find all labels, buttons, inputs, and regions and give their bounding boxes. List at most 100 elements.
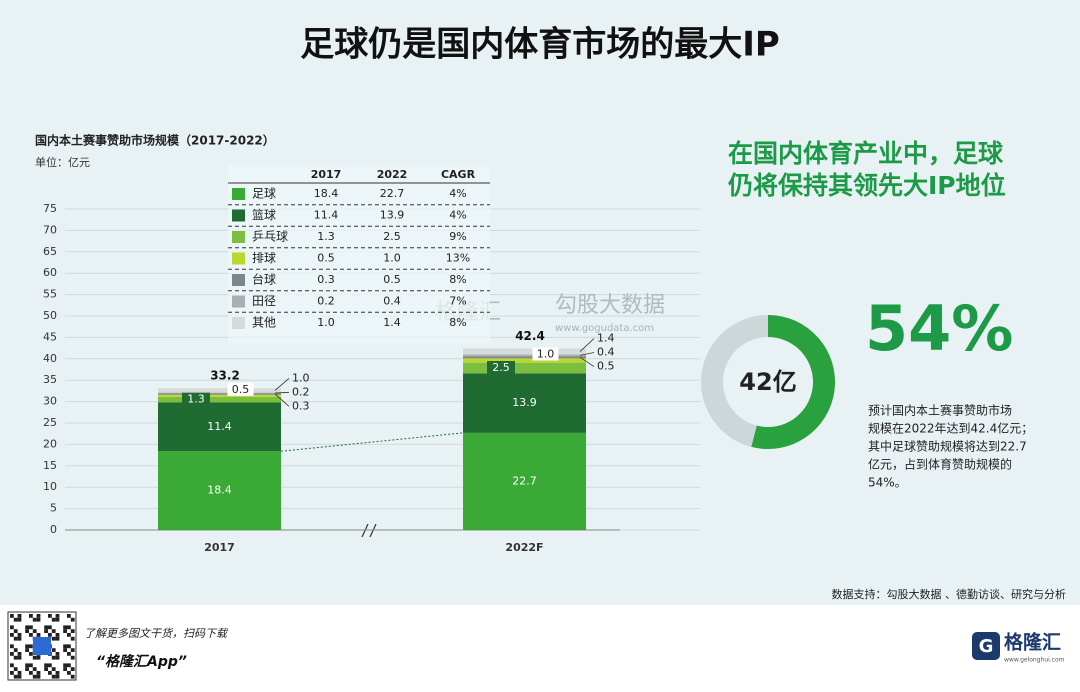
qr-cell — [10, 633, 14, 637]
legend-swatch — [232, 231, 245, 243]
watermark: 勾股大数据 — [555, 293, 665, 318]
data-label: 0.5 — [232, 383, 250, 396]
callout-line: 仍将保持其领先大IP地位 — [728, 171, 1006, 200]
legend-label: 台球 — [252, 272, 276, 287]
qr-cell — [44, 629, 48, 633]
bar-segment — [158, 392, 281, 394]
label-box — [487, 361, 515, 376]
bar-segment — [158, 396, 281, 403]
qr-cell — [48, 663, 52, 668]
footer-band — [0, 605, 1080, 688]
qr-cell — [51, 617, 56, 622]
qr-cell — [67, 614, 71, 618]
x-tick-label: 2017 — [204, 541, 235, 554]
data-label: 1.0 — [537, 348, 555, 361]
bar-segment — [158, 451, 281, 530]
table-cell: 18.4 — [314, 187, 339, 200]
qr-cell — [17, 652, 22, 656]
table-cell: 8% — [449, 316, 466, 329]
qr-cell — [25, 663, 29, 668]
y-tick-label: 25 — [43, 416, 57, 429]
legend-label: 篮球 — [252, 207, 276, 222]
qr-cell — [48, 633, 52, 637]
qr-cell — [17, 655, 22, 660]
table-cell: 2.5 — [383, 230, 401, 243]
table-cell: 0.2 — [317, 295, 335, 308]
donut-percent: 54% — [865, 292, 1013, 365]
donut-center-label: 42亿 — [739, 368, 796, 396]
logo-url: www.gelonghui.com — [1004, 657, 1065, 664]
data-label: 2.5 — [492, 361, 510, 374]
qr-cell — [63, 629, 67, 633]
watermark: www.gogudata.com — [555, 323, 654, 334]
qr-cell — [13, 648, 18, 652]
legend-swatch — [232, 295, 245, 308]
bar-segment — [463, 348, 586, 355]
table-header: 2022 — [377, 168, 408, 181]
table-cell: 0.5 — [317, 252, 335, 265]
qr-cell — [29, 614, 33, 618]
y-tick-label: 50 — [43, 309, 57, 322]
qr-cell — [55, 617, 60, 622]
description-line: 亿元，占到体育赞助规模的 — [868, 457, 1012, 472]
qr-cell — [67, 644, 71, 649]
data-label: 0.4 — [597, 346, 615, 359]
qr-cell — [25, 629, 29, 633]
qr-cell — [70, 629, 75, 633]
legend-label: 乒乓球 — [252, 230, 288, 244]
callout-line: 在国内体育产业中，足球 — [728, 139, 1004, 168]
qr-cell — [17, 671, 22, 675]
qr-cell — [55, 636, 60, 641]
y-tick-label: 0 — [50, 523, 57, 536]
data-label: 0.5 — [597, 360, 615, 373]
y-tick-label: 70 — [43, 223, 57, 236]
qr-cell — [32, 667, 37, 671]
leader-line — [579, 352, 595, 356]
description-line: 54%。 — [868, 476, 907, 490]
qr-cell — [51, 636, 56, 641]
bar-segment — [463, 373, 586, 433]
legend-label: 足球 — [252, 187, 276, 201]
qr-cell — [48, 614, 52, 618]
table-cell: 1.0 — [383, 252, 401, 265]
table-cell: 4% — [449, 209, 466, 222]
qr-cell — [10, 644, 14, 649]
qr-cell — [51, 674, 56, 679]
y-tick-label: 15 — [43, 459, 57, 472]
logo-text: 格隆汇 — [1004, 631, 1061, 654]
y-tick-label: 10 — [43, 480, 57, 493]
qr-cell — [32, 655, 37, 660]
qr-cell — [17, 636, 22, 641]
qr-cell — [29, 633, 33, 637]
table-cell: 0.4 — [383, 295, 401, 308]
qr-code — [7, 611, 77, 681]
y-tick-label: 60 — [43, 266, 57, 279]
y-tick-label: 55 — [43, 288, 57, 301]
description-line: 预计国内本土赛事赞助市场 — [868, 403, 1012, 418]
data-label: 1.3 — [187, 393, 205, 406]
qr-cell — [13, 655, 18, 660]
data-label: 18.4 — [207, 484, 232, 497]
chart-title: 国内本土赛事赞助市场规模（2017-2022） — [35, 133, 275, 148]
logo-icon — [972, 632, 1000, 660]
bar-segment — [158, 393, 281, 395]
qr-cell — [67, 671, 71, 675]
unit: 单位：亿元 — [35, 155, 90, 169]
qr-cell — [67, 633, 71, 637]
qr-cell — [17, 674, 22, 679]
qr-cell — [25, 667, 29, 671]
qr-cell — [63, 663, 67, 668]
y-tick-label: 75 — [43, 202, 57, 215]
data-label: 1.0 — [292, 371, 310, 384]
qr-cell — [17, 614, 22, 618]
qr-cell — [17, 617, 22, 622]
total-label: 42.4 — [515, 329, 545, 343]
data-label: 0.3 — [292, 399, 310, 412]
qr-cell — [51, 648, 56, 652]
table-cell: 4% — [449, 187, 466, 200]
qr-cell — [25, 625, 29, 630]
legend-swatch — [232, 317, 245, 329]
bar-segment — [463, 356, 586, 359]
qr-cell — [55, 614, 60, 618]
data-label: 22.7 — [512, 474, 537, 487]
